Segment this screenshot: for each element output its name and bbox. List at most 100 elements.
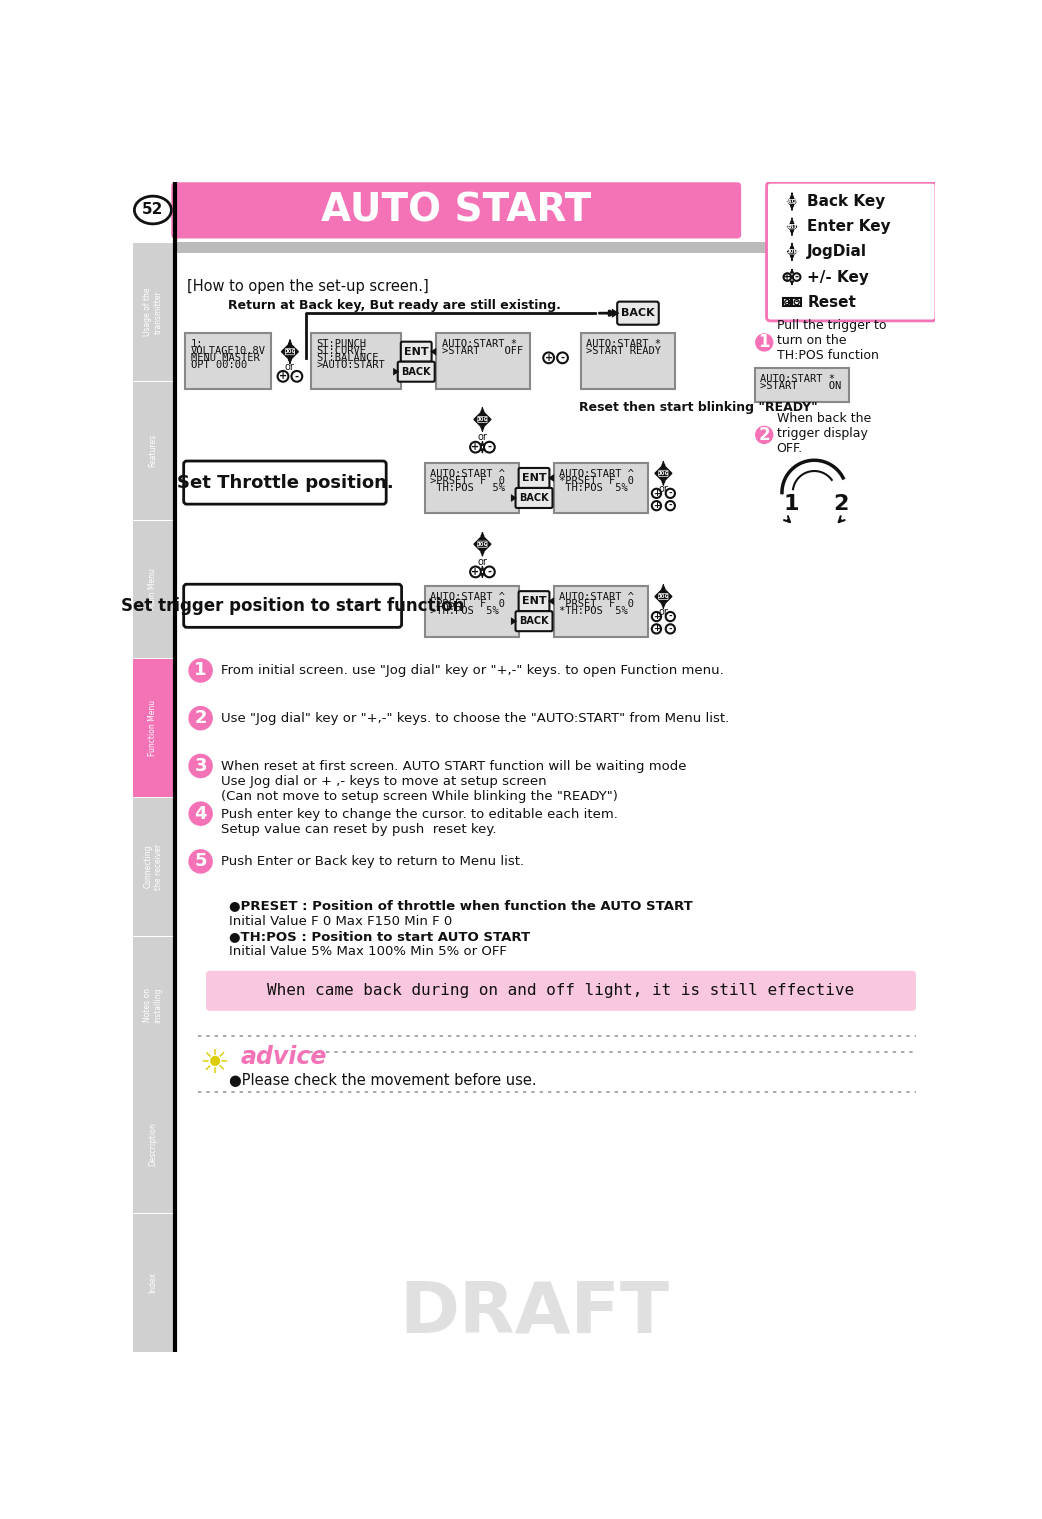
FancyBboxPatch shape [132,937,173,1074]
Ellipse shape [666,612,675,621]
FancyBboxPatch shape [401,342,431,362]
Text: DRAFT: DRAFT [399,1279,669,1347]
FancyBboxPatch shape [311,333,401,389]
FancyBboxPatch shape [425,586,519,636]
FancyBboxPatch shape [132,1075,173,1214]
Ellipse shape [543,352,554,363]
Text: 4: 4 [195,805,207,823]
FancyBboxPatch shape [789,225,795,229]
Ellipse shape [470,442,481,453]
Text: *PRSET  F  0: *PRSET F 0 [560,475,635,486]
Text: Set Throttle position.: Set Throttle position. [176,474,393,492]
Text: JOG: JOG [658,471,669,475]
Text: >START     ON: >START ON [761,381,842,390]
Text: +: + [653,612,660,621]
Polygon shape [430,348,437,355]
Text: 1: 1 [759,334,770,351]
Text: Enter Key: Enter Key [808,219,891,234]
FancyBboxPatch shape [478,541,487,547]
FancyBboxPatch shape [581,333,675,389]
Polygon shape [548,474,554,482]
FancyBboxPatch shape [183,585,401,627]
Ellipse shape [470,567,481,577]
Text: ST:BALANCE: ST:BALANCE [316,354,378,363]
Text: JOG: JOG [477,542,488,547]
Text: AUTO:START ^: AUTO:START ^ [430,469,505,478]
Text: >START    OFF: >START OFF [442,346,523,357]
Text: MENU MASTER: MENU MASTER [191,354,259,363]
Text: advice: advice [241,1045,327,1069]
FancyBboxPatch shape [789,249,795,254]
Polygon shape [393,368,399,375]
Ellipse shape [189,659,213,682]
Text: -: - [795,298,798,307]
Polygon shape [788,197,797,207]
Text: 2: 2 [195,709,207,728]
Ellipse shape [189,802,213,825]
Polygon shape [788,248,797,257]
Ellipse shape [652,489,661,498]
Text: -: - [795,272,798,283]
Text: AUTO:START ^: AUTO:START ^ [560,592,635,602]
Text: PRSET  F  0: PRSET F 0 [430,598,505,609]
Text: Function Menu: Function Menu [148,700,157,756]
Text: 2: 2 [759,425,770,444]
FancyBboxPatch shape [185,333,272,389]
Text: Features: Features [148,434,157,466]
FancyBboxPatch shape [171,182,741,238]
Polygon shape [612,308,620,317]
Text: AUTO:START *: AUTO:START * [761,374,836,384]
Text: +: + [653,489,660,498]
Text: -: - [561,352,565,363]
Text: ST:PUNCH: ST:PUNCH [316,339,366,349]
FancyBboxPatch shape [132,243,173,381]
Polygon shape [655,588,672,605]
Text: Use "Jog dial" key or "+,-" keys. to choose the "AUTO:START" from Menu list.: Use "Jog dial" key or "+,-" keys. to cho… [221,712,729,725]
Text: JOG: JOG [658,594,669,598]
Text: Index: Index [148,1271,157,1293]
Text: Push enter key to change the cursor. to editable each item.
Setup value can rese: Push enter key to change the cursor. to … [221,808,618,835]
Text: BACK: BACK [785,199,799,204]
FancyBboxPatch shape [784,298,792,307]
Polygon shape [511,617,517,624]
Text: or: or [477,557,488,567]
Text: -: - [669,612,672,621]
FancyBboxPatch shape [519,468,549,488]
Ellipse shape [652,612,661,621]
FancyBboxPatch shape [478,416,487,422]
Text: 1:: 1: [191,339,203,349]
Text: Set trigger position to start function: Set trigger position to start function [121,597,465,615]
Text: Main Menu: Main Menu [148,568,157,611]
FancyBboxPatch shape [617,302,659,325]
FancyBboxPatch shape [175,243,935,254]
FancyBboxPatch shape [132,797,173,936]
Text: Connecting
the receiver: Connecting the receiver [143,843,163,890]
Text: Back Key: Back Key [808,194,886,210]
Polygon shape [655,465,672,482]
Text: or: or [286,362,295,372]
Text: Usage of the
transmitter: Usage of the transmitter [143,287,163,336]
Text: Return at Back key, But ready are still existing.: Return at Back key, But ready are still … [228,299,561,311]
Ellipse shape [189,706,213,729]
Text: ST:CURVE: ST:CURVE [316,346,366,357]
Ellipse shape [134,196,171,223]
Text: -: - [669,501,672,510]
Text: +/- Key: +/- Key [808,269,869,284]
Text: AUTO:START ^: AUTO:START ^ [560,469,635,478]
Text: AUTO:START ^: AUTO:START ^ [430,592,505,602]
Text: Pull the trigger to
turn on the
TH:POS function: Pull the trigger to turn on the TH:POS f… [776,319,886,363]
Text: ENT: ENT [787,225,797,229]
Ellipse shape [189,849,213,873]
FancyBboxPatch shape [554,463,648,513]
Text: ●TH:POS : Position to start AUTO START: ●TH:POS : Position to start AUTO START [229,930,530,943]
Text: +: + [471,442,479,453]
Text: Initial Value F 0 Max F150 Min F 0: Initial Value F 0 Max F150 Min F 0 [229,914,452,928]
Ellipse shape [483,567,495,577]
Text: When came back during on and off light, it is still effective: When came back during on and off light, … [268,983,854,998]
Text: ●PRESET : Position of throttle when function the AUTO START: ●PRESET : Position of throttle when func… [229,899,693,911]
FancyBboxPatch shape [659,594,668,600]
Ellipse shape [784,273,791,281]
Text: +: + [784,298,791,307]
Text: +: + [653,624,660,633]
Text: From initial screen. use "Jog dial" key or "+,-" keys. to open Function menu.: From initial screen. use "Jog dial" key … [221,664,723,677]
